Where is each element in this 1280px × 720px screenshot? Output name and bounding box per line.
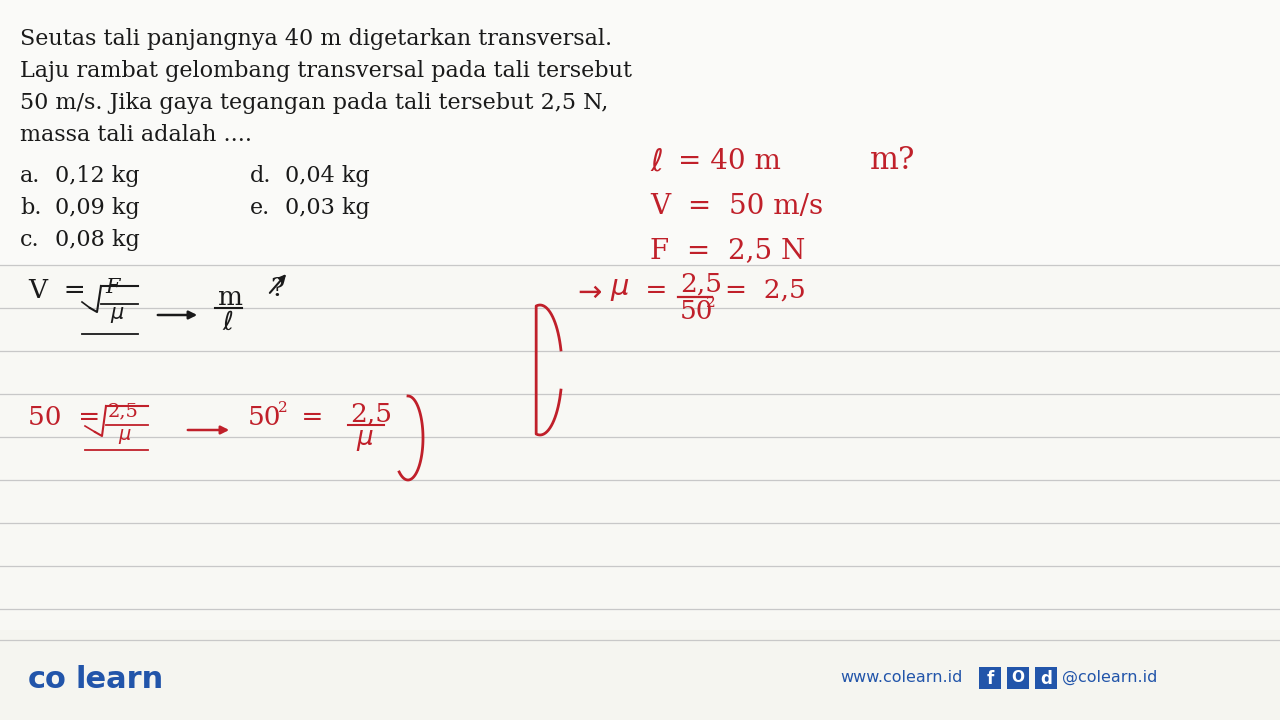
Text: b.: b.	[20, 197, 41, 219]
Text: $\mu$: $\mu$	[118, 427, 132, 446]
Text: V  =  50 m/s: V = 50 m/s	[650, 193, 823, 220]
Text: $\ell$: $\ell$	[221, 310, 234, 336]
Text: $\mu$: $\mu$	[110, 305, 124, 325]
Text: a.: a.	[20, 165, 41, 187]
Text: m: m	[218, 285, 243, 310]
Text: 50  =: 50 =	[28, 405, 100, 430]
Text: Laju rambat gelombang transversal pada tali tersebut: Laju rambat gelombang transversal pada t…	[20, 60, 632, 82]
Text: learn: learn	[76, 665, 164, 694]
Text: =  2,5: = 2,5	[724, 278, 805, 303]
Text: $\mu$: $\mu$	[356, 427, 374, 453]
Text: e.: e.	[250, 197, 270, 219]
Text: 2,5: 2,5	[680, 272, 722, 297]
Text: d: d	[1041, 670, 1052, 688]
Text: Seutas tali panjangnya 40 m digetarkan transversal.: Seutas tali panjangnya 40 m digetarkan t…	[20, 28, 612, 50]
Text: massa tali adalah ....: massa tali adalah ....	[20, 124, 252, 146]
Text: 2,5: 2,5	[349, 402, 392, 427]
Text: V  =: V =	[28, 278, 86, 303]
Text: O: O	[1011, 670, 1024, 685]
FancyBboxPatch shape	[979, 667, 1001, 689]
FancyBboxPatch shape	[1036, 667, 1057, 689]
Bar	[0, 265, 1280, 630]
Text: www.colearn.id: www.colearn.id	[840, 670, 963, 685]
Text: 0,03 kg: 0,03 kg	[285, 197, 370, 219]
Text: =: =	[293, 405, 324, 430]
Text: m?: m?	[870, 145, 915, 176]
Text: d.: d.	[250, 165, 271, 187]
Text: 0,08 kg: 0,08 kg	[55, 229, 140, 251]
Text: 0,12 kg: 0,12 kg	[55, 165, 140, 187]
Text: $\ell$: $\ell$	[650, 148, 663, 177]
Text: F: F	[105, 278, 119, 297]
Text: 2: 2	[278, 401, 288, 415]
Text: = 40 m: = 40 m	[678, 148, 781, 175]
Text: $\rightarrow$: $\rightarrow$	[572, 278, 603, 306]
Text: c.: c.	[20, 229, 40, 251]
FancyBboxPatch shape	[1007, 667, 1029, 689]
Text: ?: ?	[270, 276, 284, 301]
Text: $\mu$: $\mu$	[611, 275, 630, 303]
Text: 0,09 kg: 0,09 kg	[55, 197, 140, 219]
Text: f: f	[987, 670, 993, 688]
Text: 2: 2	[707, 296, 716, 310]
Text: 50 m/s. Jika gaya tegangan pada tali tersebut 2,5 N,: 50 m/s. Jika gaya tegangan pada tali ter…	[20, 92, 608, 114]
Bar	[0, 0, 1280, 265]
Text: co: co	[28, 665, 67, 694]
Text: 50: 50	[248, 405, 282, 430]
Text: 0,04 kg: 0,04 kg	[285, 165, 370, 187]
Text: F  =  2,5 N: F = 2,5 N	[650, 237, 805, 264]
Text: 2,5: 2,5	[108, 402, 138, 420]
Text: @colearn.id: @colearn.id	[1062, 670, 1157, 685]
Text: 50: 50	[680, 299, 713, 324]
Text: =: =	[637, 278, 667, 303]
